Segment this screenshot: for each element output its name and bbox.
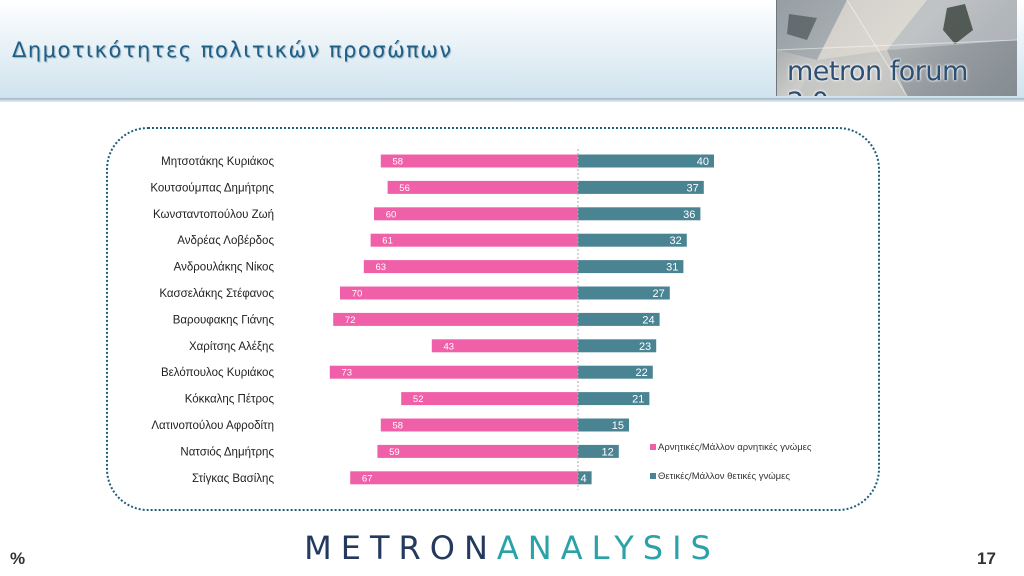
- slide-title: Δημοτικότητες πολιτικών προσώπων: [12, 38, 453, 62]
- positive-bar: [578, 418, 629, 432]
- positive-bar: [578, 471, 592, 485]
- positive-value-label: 32: [670, 235, 682, 247]
- category-label: Βελόπουλος Κυριάκος: [161, 367, 274, 379]
- negative-bar: [329, 365, 578, 379]
- negative-bar: [374, 207, 578, 221]
- negative-value-label: 43: [444, 341, 455, 352]
- logo-background-graphic: [777, 0, 1017, 96]
- negative-bar: [431, 339, 578, 353]
- category-label: Στίγκας Βασίλης: [192, 473, 275, 485]
- category-label: Ανδρουλάκης Νίκος: [174, 262, 275, 274]
- negative-bar: [340, 286, 578, 300]
- category-label: Χαρίτσης Αλέξης: [189, 341, 274, 353]
- positive-value-label: 4: [580, 473, 586, 485]
- positive-bar: [578, 180, 704, 194]
- metron-analysis-logo: METRONANALYSIS: [0, 529, 1024, 567]
- positive-bar: [578, 154, 714, 168]
- positive-value-label: 37: [687, 182, 699, 194]
- percent-sign: %: [10, 549, 26, 568]
- legend-label: Αρνητικές/Μάλλον αρνητικές γνώμες: [658, 442, 812, 453]
- category-label: Κασσελάκης Στέφανος: [159, 288, 274, 300]
- positive-value-label: 24: [642, 314, 654, 326]
- brand-analysis: ANALYSIS: [496, 529, 720, 567]
- logo-text: metron forum 2.0: [787, 56, 968, 96]
- negative-bar: [363, 260, 578, 274]
- negative-value-label: 58: [393, 421, 404, 432]
- legend-swatch: [650, 473, 656, 479]
- positive-bar: [578, 392, 650, 406]
- negative-value-label: 73: [342, 368, 353, 379]
- category-label: Κόκκαλης Πέτρος: [185, 394, 275, 406]
- category-label: Κουτσούμπας Δημήτρης: [150, 182, 274, 194]
- positive-value-label: 31: [666, 262, 678, 274]
- positive-bar: [578, 233, 687, 247]
- positive-bar: [578, 286, 670, 300]
- negative-bar: [350, 471, 578, 485]
- negative-value-label: 63: [376, 262, 387, 273]
- chart-frame: [106, 127, 880, 511]
- negative-bar: [380, 154, 578, 168]
- header-divider: [0, 98, 1024, 102]
- negative-value-label: 58: [393, 157, 404, 168]
- negative-bar: [387, 180, 578, 194]
- negative-value-label: 56: [399, 183, 410, 194]
- negative-bar: [380, 418, 578, 432]
- negative-value-label: 72: [345, 315, 356, 326]
- legend-swatch: [650, 444, 656, 450]
- positive-value-label: 36: [683, 209, 695, 221]
- positive-bar: [578, 260, 684, 274]
- positive-bar: [578, 312, 660, 326]
- negative-bar: [370, 233, 578, 247]
- page-number: 17: [977, 549, 996, 568]
- positive-bar: [578, 339, 657, 353]
- negative-value-label: 61: [382, 236, 393, 247]
- positive-value-label: 27: [653, 288, 665, 300]
- brand-metron: METRON: [304, 529, 497, 567]
- positive-value-label: 12: [602, 446, 614, 458]
- category-label: Μητσοτάκης Κυριάκος: [161, 156, 274, 168]
- negative-value-label: 60: [386, 209, 397, 220]
- negative-value-label: 67: [362, 473, 373, 484]
- negative-value-label: 52: [413, 394, 424, 405]
- negative-value-label: 70: [352, 289, 363, 300]
- category-label: Ανδρέας Λοβέρδος: [177, 235, 274, 247]
- category-label: Λατινοπούλου Αφροδίτη: [151, 420, 274, 432]
- metron-forum-logo: metron forum 2.0: [776, 0, 1017, 96]
- category-label: Βαρουφακης Γιάνης: [173, 314, 275, 326]
- legend-label: Θετικές/Μάλλον θετικές γνώμες: [658, 471, 790, 482]
- positive-bar: [578, 207, 701, 221]
- positive-bar: [578, 444, 619, 458]
- positive-value-label: 40: [697, 156, 709, 168]
- negative-bar: [401, 392, 578, 406]
- positive-value-label: 21: [632, 394, 644, 406]
- positive-value-label: 15: [612, 420, 624, 432]
- category-label: Κωνσταντοπούλου Ζωή: [153, 209, 274, 221]
- negative-bar: [333, 312, 578, 326]
- positive-bar: [578, 365, 653, 379]
- category-label: Νατσιός Δημήτρης: [180, 446, 274, 458]
- positive-value-label: 23: [639, 341, 651, 353]
- negative-value-label: 59: [389, 447, 400, 458]
- negative-bar: [377, 444, 578, 458]
- positive-value-label: 22: [636, 367, 648, 379]
